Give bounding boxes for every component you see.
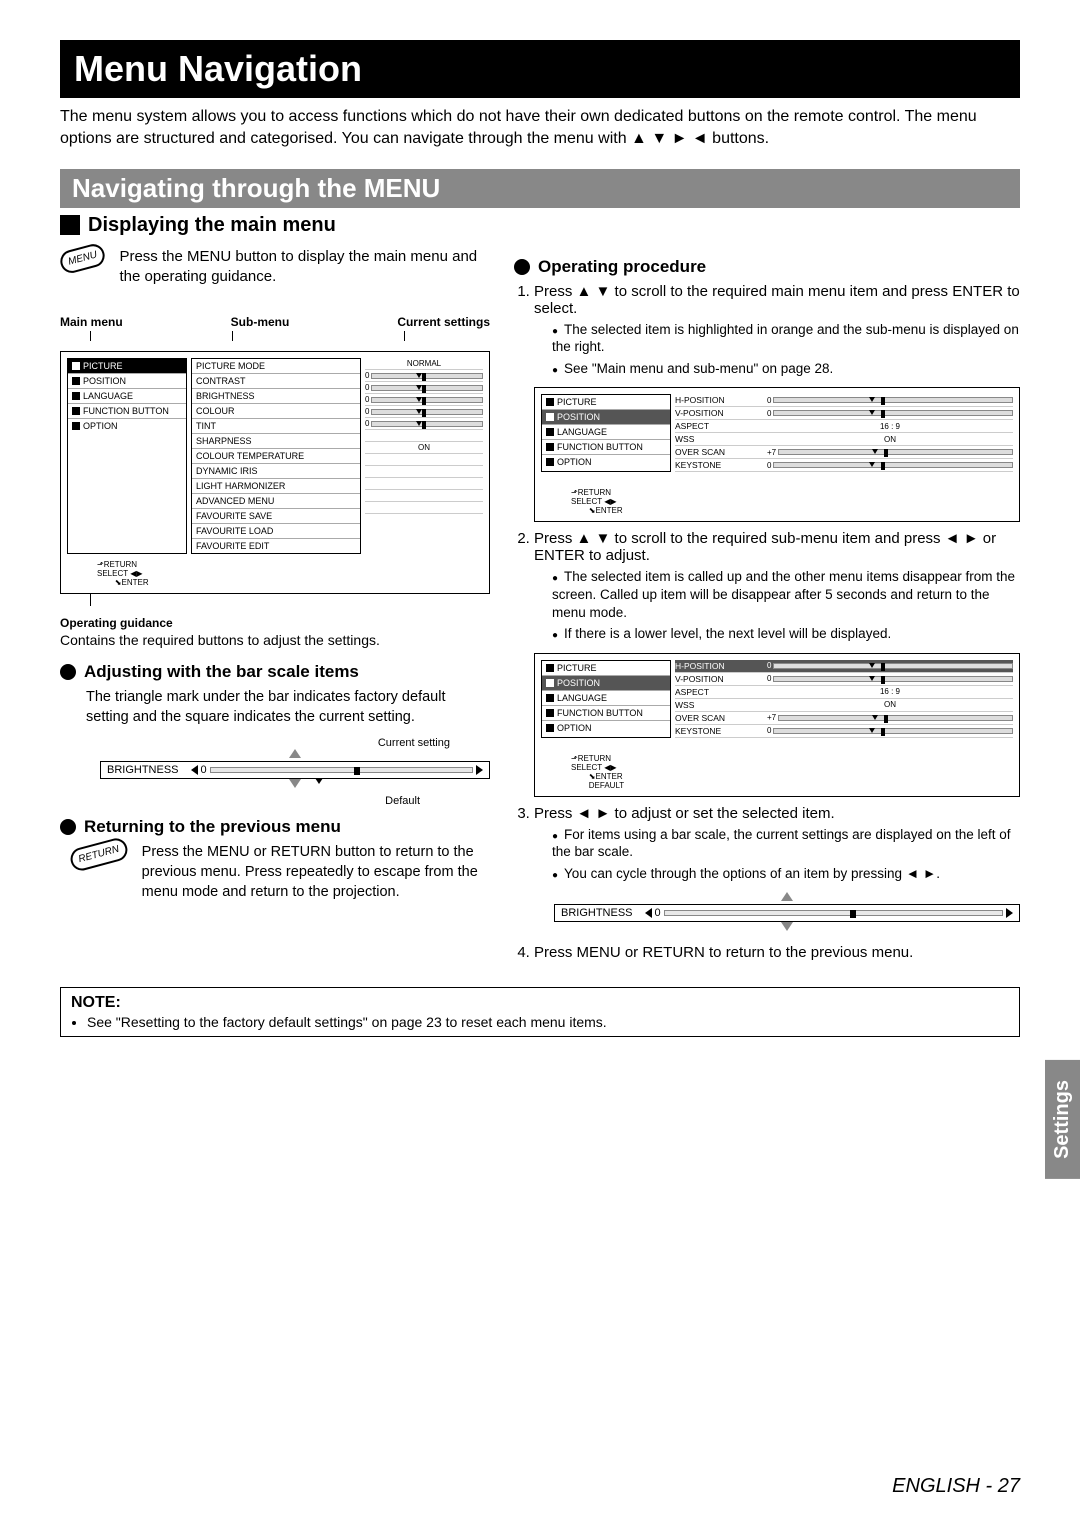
right-column: Operating procedure Press ▲ ▼ to scroll … [514,247,1020,969]
note-box: NOTE: See "Resetting to the factory defa… [60,987,1020,1037]
pos-setting-row: WSSON [675,699,1013,712]
submenu-row: ADVANCED MENU [192,494,360,509]
settings-values: NORMAL00000 ON [365,358,483,554]
circle-bullet-icon [60,664,76,680]
main-menu-list: PICTUREPOSITIONLANGUAGEFUNCTION BUTTONOP… [541,394,671,472]
submenu-row: CONTRAST [192,374,360,389]
pos-settings-hl: H-POSITION0V-POSITION0ASPECT16 : 9WSSONO… [675,660,1013,738]
setting-value-row: 0 [365,394,483,406]
step2-diagram: PICTUREPOSITIONLANGUAGEFUNCTION BUTTONOP… [534,653,1020,797]
main-menu-list: PICTUREPOSITIONLANGUAGEFUNCTION BUTTONOP… [67,358,187,554]
pos-settings: H-POSITION0V-POSITION0ASPECT16 : 9WSSONO… [675,394,1013,472]
return-button-icon: RETURN [68,836,130,873]
step-4: Press MENU or RETURN to return to the pr… [534,944,1020,961]
menu-row: PICTURE [68,359,186,374]
main-menu-list: PICTUREPOSITIONLANGUAGEFUNCTION BUTTONOP… [541,660,671,738]
returning-text: Press the MENU or RETURN button to retur… [142,843,490,902]
submenu-row: DYNAMIC IRIS [192,464,360,479]
menu-row: PICTURE [542,661,670,676]
submenu-row: COLOUR [192,404,360,419]
setting-value-row [365,430,483,442]
menu-row: PICTURE [542,395,670,410]
operating-guidance-text: Contains the required buttons to adjust … [60,632,490,648]
side-tab-settings: Settings [1045,1060,1080,1179]
menu-row: OPTION [542,455,670,469]
menu-row: OPTION [68,419,186,433]
section-heading: Navigating through the MENU [60,169,1020,208]
setting-value-row: 0 [365,418,483,430]
brightness-diagram: Current setting BRIGHTNESS 0 Default [100,737,490,807]
adjusting-text: The triangle mark under the bar indicate… [86,688,490,727]
diagram-headers: Main menu Sub-menu Current settings [60,315,490,329]
setting-value-row [365,466,483,478]
displaying-text: Press the MENU button to display the mai… [119,247,490,288]
steps-list: Press ▲ ▼ to scroll to the required main… [534,283,1020,961]
pos-setting-row: V-POSITION0 [675,673,1013,686]
submenu-row: SHARPNESS [192,434,360,449]
menu-row: LANGUAGE [542,691,670,706]
menu-row: POSITION [68,374,186,389]
displaying-head-text: Displaying the main menu [88,214,336,237]
menu-row: FUNCTION BUTTON [542,440,670,455]
step-2: Press ▲ ▼ to scroll to the required sub-… [534,530,1020,796]
submenu-row: LIGHT HARMONIZER [192,479,360,494]
menu-row: LANGUAGE [68,389,186,404]
menu-row: FUNCTION BUTTON [542,706,670,721]
page-footer: ENGLISH - 27 [892,1475,1020,1498]
pos-setting-row: H-POSITION0 [675,394,1013,407]
setting-value-row: 0 [365,382,483,394]
note-item: See "Resetting to the factory default se… [87,1014,1009,1030]
menu-row: POSITION [542,410,670,425]
pos-setting-row: KEYSTONE0 [675,459,1013,472]
pos-setting-row: H-POSITION0 [675,660,1013,673]
menu-row: FUNCTION BUTTON [68,404,186,419]
page-title: Menu Navigation [60,40,1020,98]
step-3: Press ◄ ► to adjust or set the selected … [534,805,1020,935]
operating-guidance-label: Operating guidance [60,616,490,630]
menu-row: POSITION [542,676,670,691]
operating-procedure-head: Operating procedure [514,257,1020,277]
pos-setting-row: OVER SCAN+7 [675,446,1013,459]
setting-value-row: 0 [365,370,483,382]
circle-bullet-icon [514,259,530,275]
submenu-row: FAVOURITE EDIT [192,539,360,553]
setting-value-row: 0 [365,406,483,418]
pos-setting-row: ASPECT16 : 9 [675,686,1013,699]
setting-value-row [365,454,483,466]
menu-button-icon: MENU [58,241,108,275]
circle-bullet-icon [60,819,76,835]
step1-diagram: PICTUREPOSITIONLANGUAGEFUNCTION BUTTONOP… [534,387,1020,522]
pos-setting-row: KEYSTONE0 [675,725,1013,738]
submenu-row: FAVOURITE LOAD [192,524,360,539]
pos-setting-row: V-POSITION0 [675,407,1013,420]
setting-value-row [365,478,483,490]
submenu-row: COLOUR TEMPERATURE [192,449,360,464]
returning-head: Returning to the previous menu [60,817,490,837]
pos-setting-row: OVER SCAN+7 [675,712,1013,725]
submenu-row: PICTURE MODE [192,359,360,374]
submenu-row: FAVOURITE SAVE [192,509,360,524]
square-bullet-icon [60,215,80,235]
adjusting-head: Adjusting with the bar scale items [60,662,490,682]
pos-setting-row: ASPECT16 : 9 [675,420,1013,433]
pos-setting-row: WSSON [675,433,1013,446]
main-menu-diagram: PICTUREPOSITIONLANGUAGEFUNCTION BUTTONOP… [60,351,490,594]
left-column: MENU Press the MENU button to display th… [60,247,490,969]
note-title: NOTE: [71,994,1009,1012]
sub-menu-list: PICTURE MODECONTRASTBRIGHTNESSCOLOURTINT… [191,358,361,554]
setting-value-row: ON [365,442,483,454]
setting-value-row [365,502,483,514]
intro-text: The menu system allows you to access fun… [60,106,1020,151]
menu-row: LANGUAGE [542,425,670,440]
submenu-row: TINT [192,419,360,434]
brightness-diagram-2: BRIGHTNESS 0 [554,892,1020,934]
step-1: Press ▲ ▼ to scroll to the required main… [534,283,1020,523]
displaying-head: Displaying the main menu [60,214,1020,237]
setting-value-row: NORMAL [365,358,483,370]
setting-value-row [365,490,483,502]
menu-row: OPTION [542,721,670,735]
submenu-row: BRIGHTNESS [192,389,360,404]
